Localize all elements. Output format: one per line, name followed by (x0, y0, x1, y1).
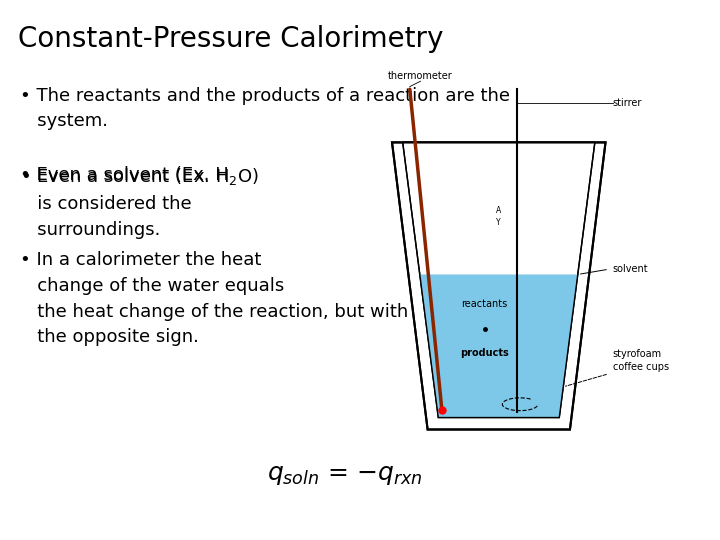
Polygon shape (392, 143, 606, 429)
Text: thermometer: thermometer (388, 71, 453, 81)
Text: • The reactants and the products of a reaction are the
   system.: • The reactants and the products of a re… (20, 86, 510, 130)
Text: styrofoam
coffee cups: styrofoam coffee cups (613, 349, 669, 372)
Text: A
Y: A Y (496, 206, 501, 227)
Text: • Even a solvent (Ex. H: • Even a solvent (Ex. H (20, 166, 228, 184)
Text: • Even a solvent (Ex. H$_2$O)
   is considered the
   surroundings.: • Even a solvent (Ex. H$_2$O) is conside… (20, 166, 258, 239)
Polygon shape (420, 274, 577, 417)
Text: reactants: reactants (462, 299, 508, 309)
Text: • In a calorimeter the heat
   change of the water equals
   the heat change of : • In a calorimeter the heat change of th… (20, 252, 408, 347)
Text: solvent: solvent (613, 264, 648, 274)
Text: $q_{soln}$ = $-q_{rxn}$: $q_{soln}$ = $-q_{rxn}$ (268, 463, 423, 487)
Text: Constant-Pressure Calorimetry: Constant-Pressure Calorimetry (19, 25, 444, 53)
Text: stirrer: stirrer (613, 98, 642, 107)
Text: products: products (460, 348, 509, 358)
Polygon shape (402, 143, 595, 417)
